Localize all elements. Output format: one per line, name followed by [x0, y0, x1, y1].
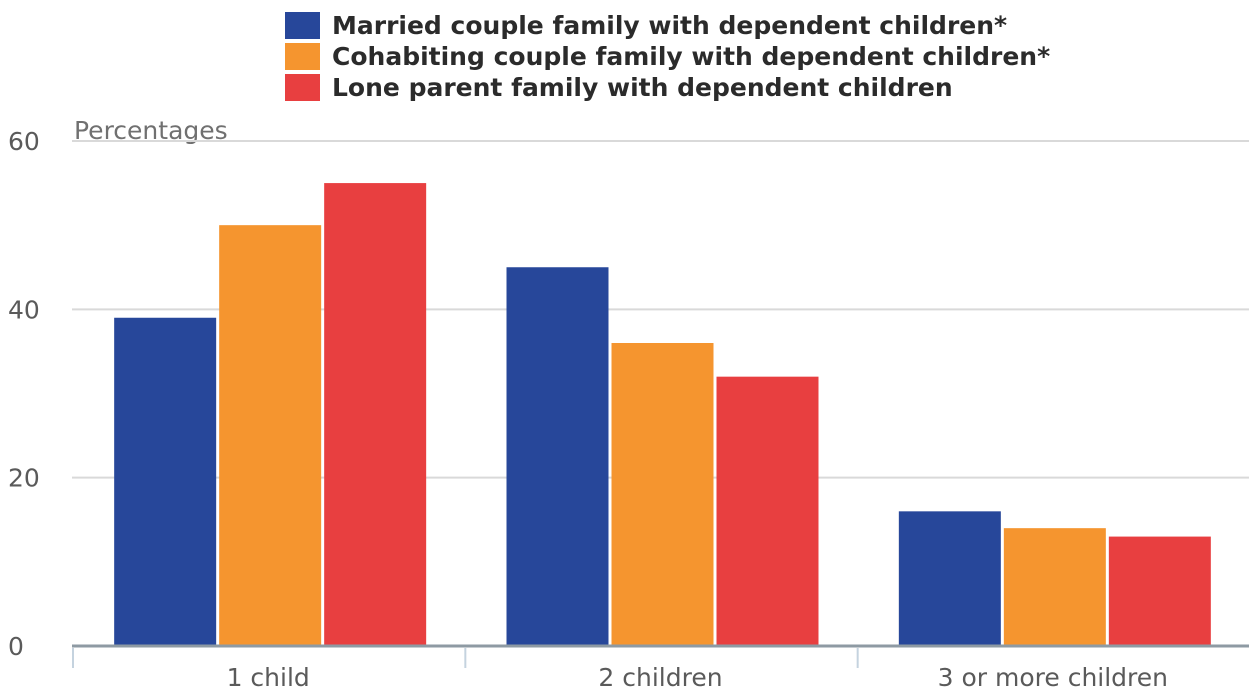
legend-label-3: Lone parent family with dependent childr…	[332, 73, 953, 102]
y-tick-label-40: 40	[8, 295, 40, 324]
x-tick-label-3: 3 or more children	[938, 663, 1168, 692]
y-tick-label-20: 20	[8, 464, 40, 493]
legend-swatch-3	[285, 74, 320, 101]
bar-1-2	[219, 225, 322, 646]
bar-2-3	[716, 376, 819, 646]
legend-swatch-2	[285, 43, 320, 70]
legend: Married couple family with dependent chi…	[285, 11, 1050, 102]
bar-1-1	[114, 317, 217, 646]
legend-label-1: Married couple family with dependent chi…	[332, 11, 1007, 40]
y-axis-ticks: 0 20 40 60	[8, 127, 40, 661]
bar-2-2	[611, 343, 714, 646]
legend-label-2: Cohabiting couple family with dependent …	[332, 42, 1050, 71]
bars	[114, 183, 1211, 647]
bar-2-1	[506, 267, 609, 646]
legend-swatch-1	[285, 12, 320, 39]
bar-1-3	[324, 183, 427, 647]
x-axis: 1 child 2 children 3 or more children	[72, 644, 1249, 692]
bar-3-3	[1108, 536, 1211, 646]
x-tick-label-2: 2 children	[598, 663, 722, 692]
y-tick-label-60: 60	[8, 127, 40, 156]
y-tick-label-0: 0	[8, 632, 24, 661]
bar-3-1	[898, 511, 1001, 646]
x-tick-label-1: 1 child	[227, 663, 310, 692]
bar-3-2	[1003, 528, 1106, 646]
